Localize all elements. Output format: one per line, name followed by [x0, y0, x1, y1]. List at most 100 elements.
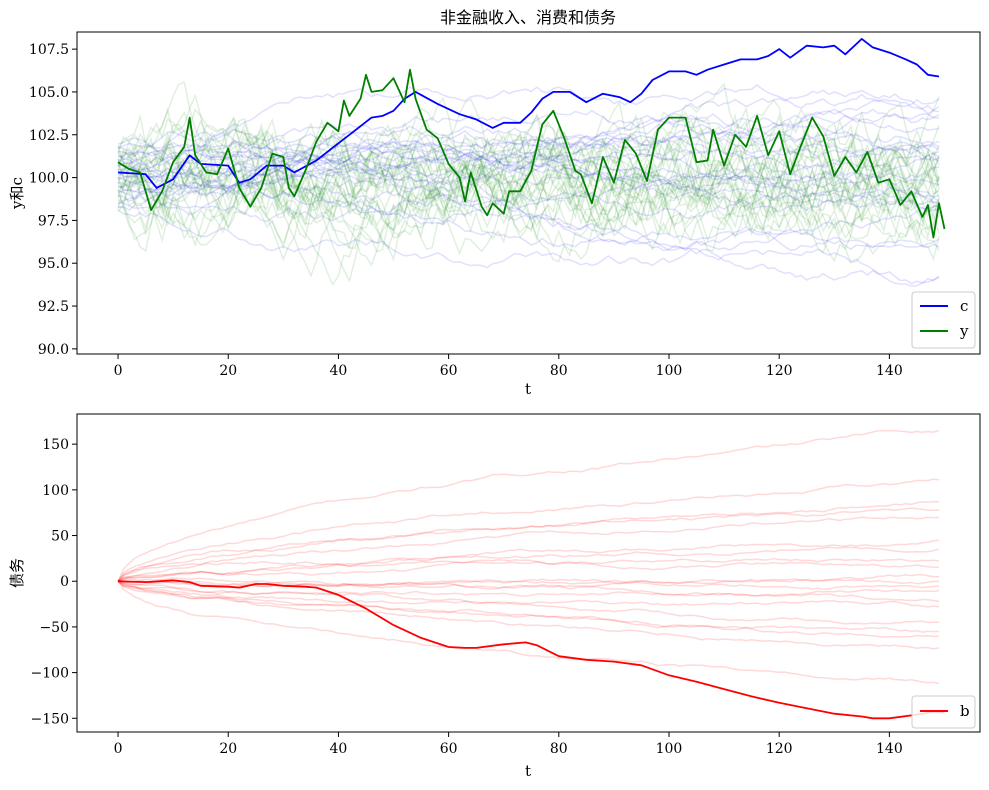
background-paths: [117, 429, 940, 685]
background-path: [117, 96, 940, 287]
series-y-line: [117, 68, 946, 239]
background-path: [117, 159, 940, 206]
y-tick-label: −100: [31, 666, 69, 682]
background-path: [117, 209, 940, 285]
background-path: [117, 102, 940, 262]
x-axis-ticks: 0 20 40 60 80 100 120 140: [114, 354, 903, 379]
background-path: [117, 151, 940, 194]
y-tick-label: 97.5: [38, 213, 69, 229]
background-path: [117, 557, 940, 582]
series-b-line: [117, 579, 945, 720]
y-tick-label: 95.0: [38, 256, 69, 272]
background-path: [117, 134, 940, 162]
y-tick-label: 105.0: [29, 85, 69, 101]
background-path: [117, 580, 940, 597]
background-path: [117, 539, 940, 582]
background-path: [117, 144, 940, 212]
background-path: [117, 121, 940, 166]
y-tick-label: 92.5: [38, 299, 69, 315]
background-path: [117, 580, 940, 685]
plot-area-frame: [76, 413, 981, 733]
x-tick-label: 0: [114, 363, 123, 379]
background-path: [117, 580, 940, 591]
background-path: [117, 516, 940, 582]
background-paths: [117, 80, 940, 287]
y-tick-label: 102.5: [29, 128, 69, 144]
x-tick-label: 120: [766, 741, 793, 757]
legend-b-label: b: [960, 702, 970, 720]
x-tick-label: 40: [330, 363, 348, 379]
legend-c-label: c: [960, 297, 968, 315]
background-path: [117, 142, 940, 203]
y-axis-ticks: 90.0 92.5 95.0 97.5 100.0 102.5 105.0 107.5: [29, 42, 77, 358]
y-axis-label: 债务: [8, 558, 26, 588]
y-tick-label: 100.0: [29, 171, 69, 187]
y-tick-label: 50: [51, 529, 69, 545]
background-path: [117, 131, 940, 241]
background-path: [117, 89, 940, 176]
x-tick-label: 60: [440, 363, 458, 379]
background-path: [117, 578, 940, 588]
x-tick-label: 20: [219, 363, 237, 379]
x-axis-ticks: 0 20 40 60 80 100 120 140: [114, 732, 903, 757]
background-path: [117, 128, 940, 200]
legend: b: [911, 695, 976, 729]
y-tick-label: −150: [31, 711, 69, 727]
y-tick-label: 100: [42, 483, 69, 499]
series-c-line: [117, 38, 940, 189]
x-tick-label: 60: [440, 741, 458, 757]
x-tick-label: 100: [656, 363, 683, 379]
background-path: [117, 99, 940, 238]
background-path: [117, 500, 940, 582]
legend: c y: [911, 291, 976, 349]
x-axis-label: t: [525, 762, 531, 780]
background-path: [117, 158, 940, 252]
plot-area-frame: [76, 31, 981, 355]
x-tick-label: 120: [766, 363, 793, 379]
background-path: [117, 194, 940, 252]
background-path: [117, 151, 940, 216]
background-path: [117, 112, 940, 253]
background-path: [117, 80, 940, 251]
background-path: [117, 153, 940, 287]
background-path: [117, 148, 940, 252]
x-tick-label: 100: [656, 741, 683, 757]
background-path: [117, 184, 940, 220]
background-path: [117, 580, 940, 650]
background-path: [117, 129, 940, 263]
background-path: [117, 125, 940, 258]
background-path: [117, 84, 940, 157]
x-tick-label: 140: [876, 363, 903, 379]
background-path: [117, 110, 940, 172]
background-path: [117, 129, 940, 178]
background-path: [117, 559, 940, 582]
background-path: [117, 96, 940, 249]
background-path: [117, 429, 940, 582]
background-path: [117, 123, 940, 228]
y-axis-label: y和c: [8, 177, 26, 210]
background-path: [117, 146, 940, 184]
x-tick-label: 140: [876, 741, 903, 757]
x-tick-label: 80: [550, 363, 568, 379]
legend-y-label: y: [959, 322, 969, 340]
x-tick-label: 20: [219, 741, 237, 757]
y-tick-label: 90.0: [38, 342, 69, 358]
background-path: [117, 98, 940, 243]
y-tick-label: −50: [39, 620, 69, 636]
background-path: [117, 133, 940, 240]
background-path: [117, 113, 940, 262]
income-consumption-panel: 非金融收入、消费和债务 0 20 40 60 80 100 120 140 90.092.59…: [8, 8, 981, 398]
background-path: [117, 580, 940, 608]
debt-panel: 0 20 40 60 80 100 120 140 −150−100−50050100150 …: [8, 413, 981, 780]
x-axis-label: t: [525, 380, 531, 398]
background-path: [117, 113, 940, 264]
x-tick-label: 40: [330, 741, 348, 757]
background-path: [117, 106, 940, 267]
background-path: [117, 117, 940, 189]
background-path: [117, 116, 940, 284]
background-path: [117, 580, 940, 603]
background-path: [117, 118, 940, 252]
series-lines: [117, 38, 946, 239]
background-path: [117, 82, 940, 262]
